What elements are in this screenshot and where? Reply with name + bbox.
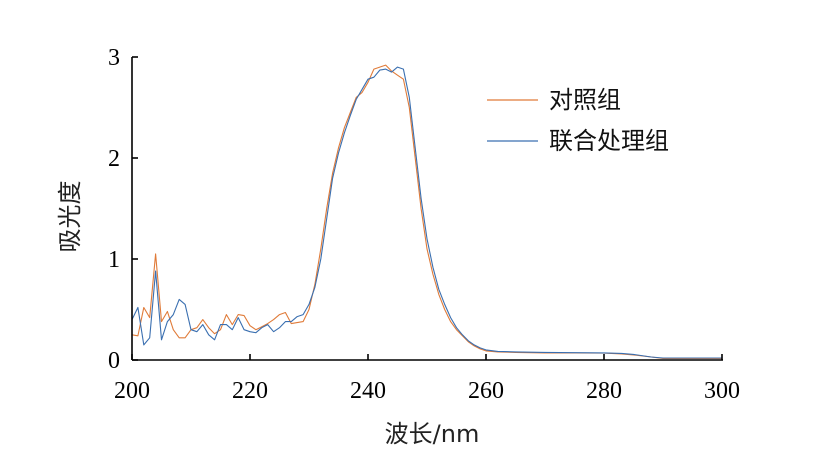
series-lines	[131, 64, 722, 360]
x-axis-title: 波长/nm	[385, 420, 480, 448]
x-tick-label-300: 300	[704, 378, 740, 404]
y-axis-title: 吸光度	[56, 181, 84, 253]
y-tick-label-2: 2	[108, 146, 120, 172]
x-tick-label-260: 260	[468, 378, 504, 404]
y-tick-label-0: 0	[108, 348, 120, 374]
legend-label-combined: 联合处理组	[549, 127, 669, 155]
x-tick-label-240: 240	[350, 378, 386, 404]
legend: 对照组 联合处理组	[487, 86, 669, 155]
x-tick-label-220: 220	[232, 378, 268, 404]
series-line-combined	[131, 66, 722, 359]
legend-label-control: 对照组	[549, 86, 621, 114]
x-tick-label-200: 200	[114, 378, 150, 404]
y-tick-label-1: 1	[108, 247, 120, 273]
x-ticks: 200 220 240 260 280 300	[114, 354, 740, 404]
series-line-control	[131, 64, 722, 360]
y-tick-label-3: 3	[108, 45, 120, 71]
x-tick-label-280: 280	[586, 378, 622, 404]
y-ticks: 0 1 2 3	[108, 45, 138, 374]
